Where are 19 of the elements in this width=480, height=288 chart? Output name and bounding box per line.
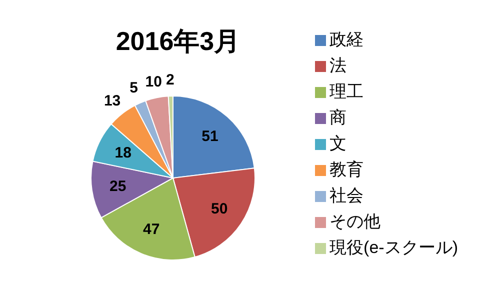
- legend-label: 法: [330, 56, 347, 75]
- legend-label: その他: [330, 212, 381, 231]
- data-label: 13: [104, 92, 121, 110]
- legend-label: 社会: [330, 186, 364, 205]
- chart-title: 2016年3月: [114, 25, 242, 58]
- data-label: 51: [202, 128, 218, 145]
- data-label: 50: [210, 200, 228, 218]
- legend-label: 教育: [330, 160, 364, 179]
- legend-label: 理工: [330, 82, 364, 101]
- data-label: 10: [145, 73, 162, 90]
- legend-label: 商: [330, 108, 347, 127]
- data-label: 5: [130, 80, 138, 97]
- legend-label: 政経: [330, 30, 364, 49]
- data-label: 2: [166, 72, 174, 89]
- data-label: 47: [143, 220, 160, 238]
- data-label: 18: [114, 144, 132, 162]
- legend-label: 文: [330, 134, 347, 153]
- data-label: 25: [110, 178, 126, 195]
- legend-label: 現役(e-スクール): [330, 238, 458, 257]
